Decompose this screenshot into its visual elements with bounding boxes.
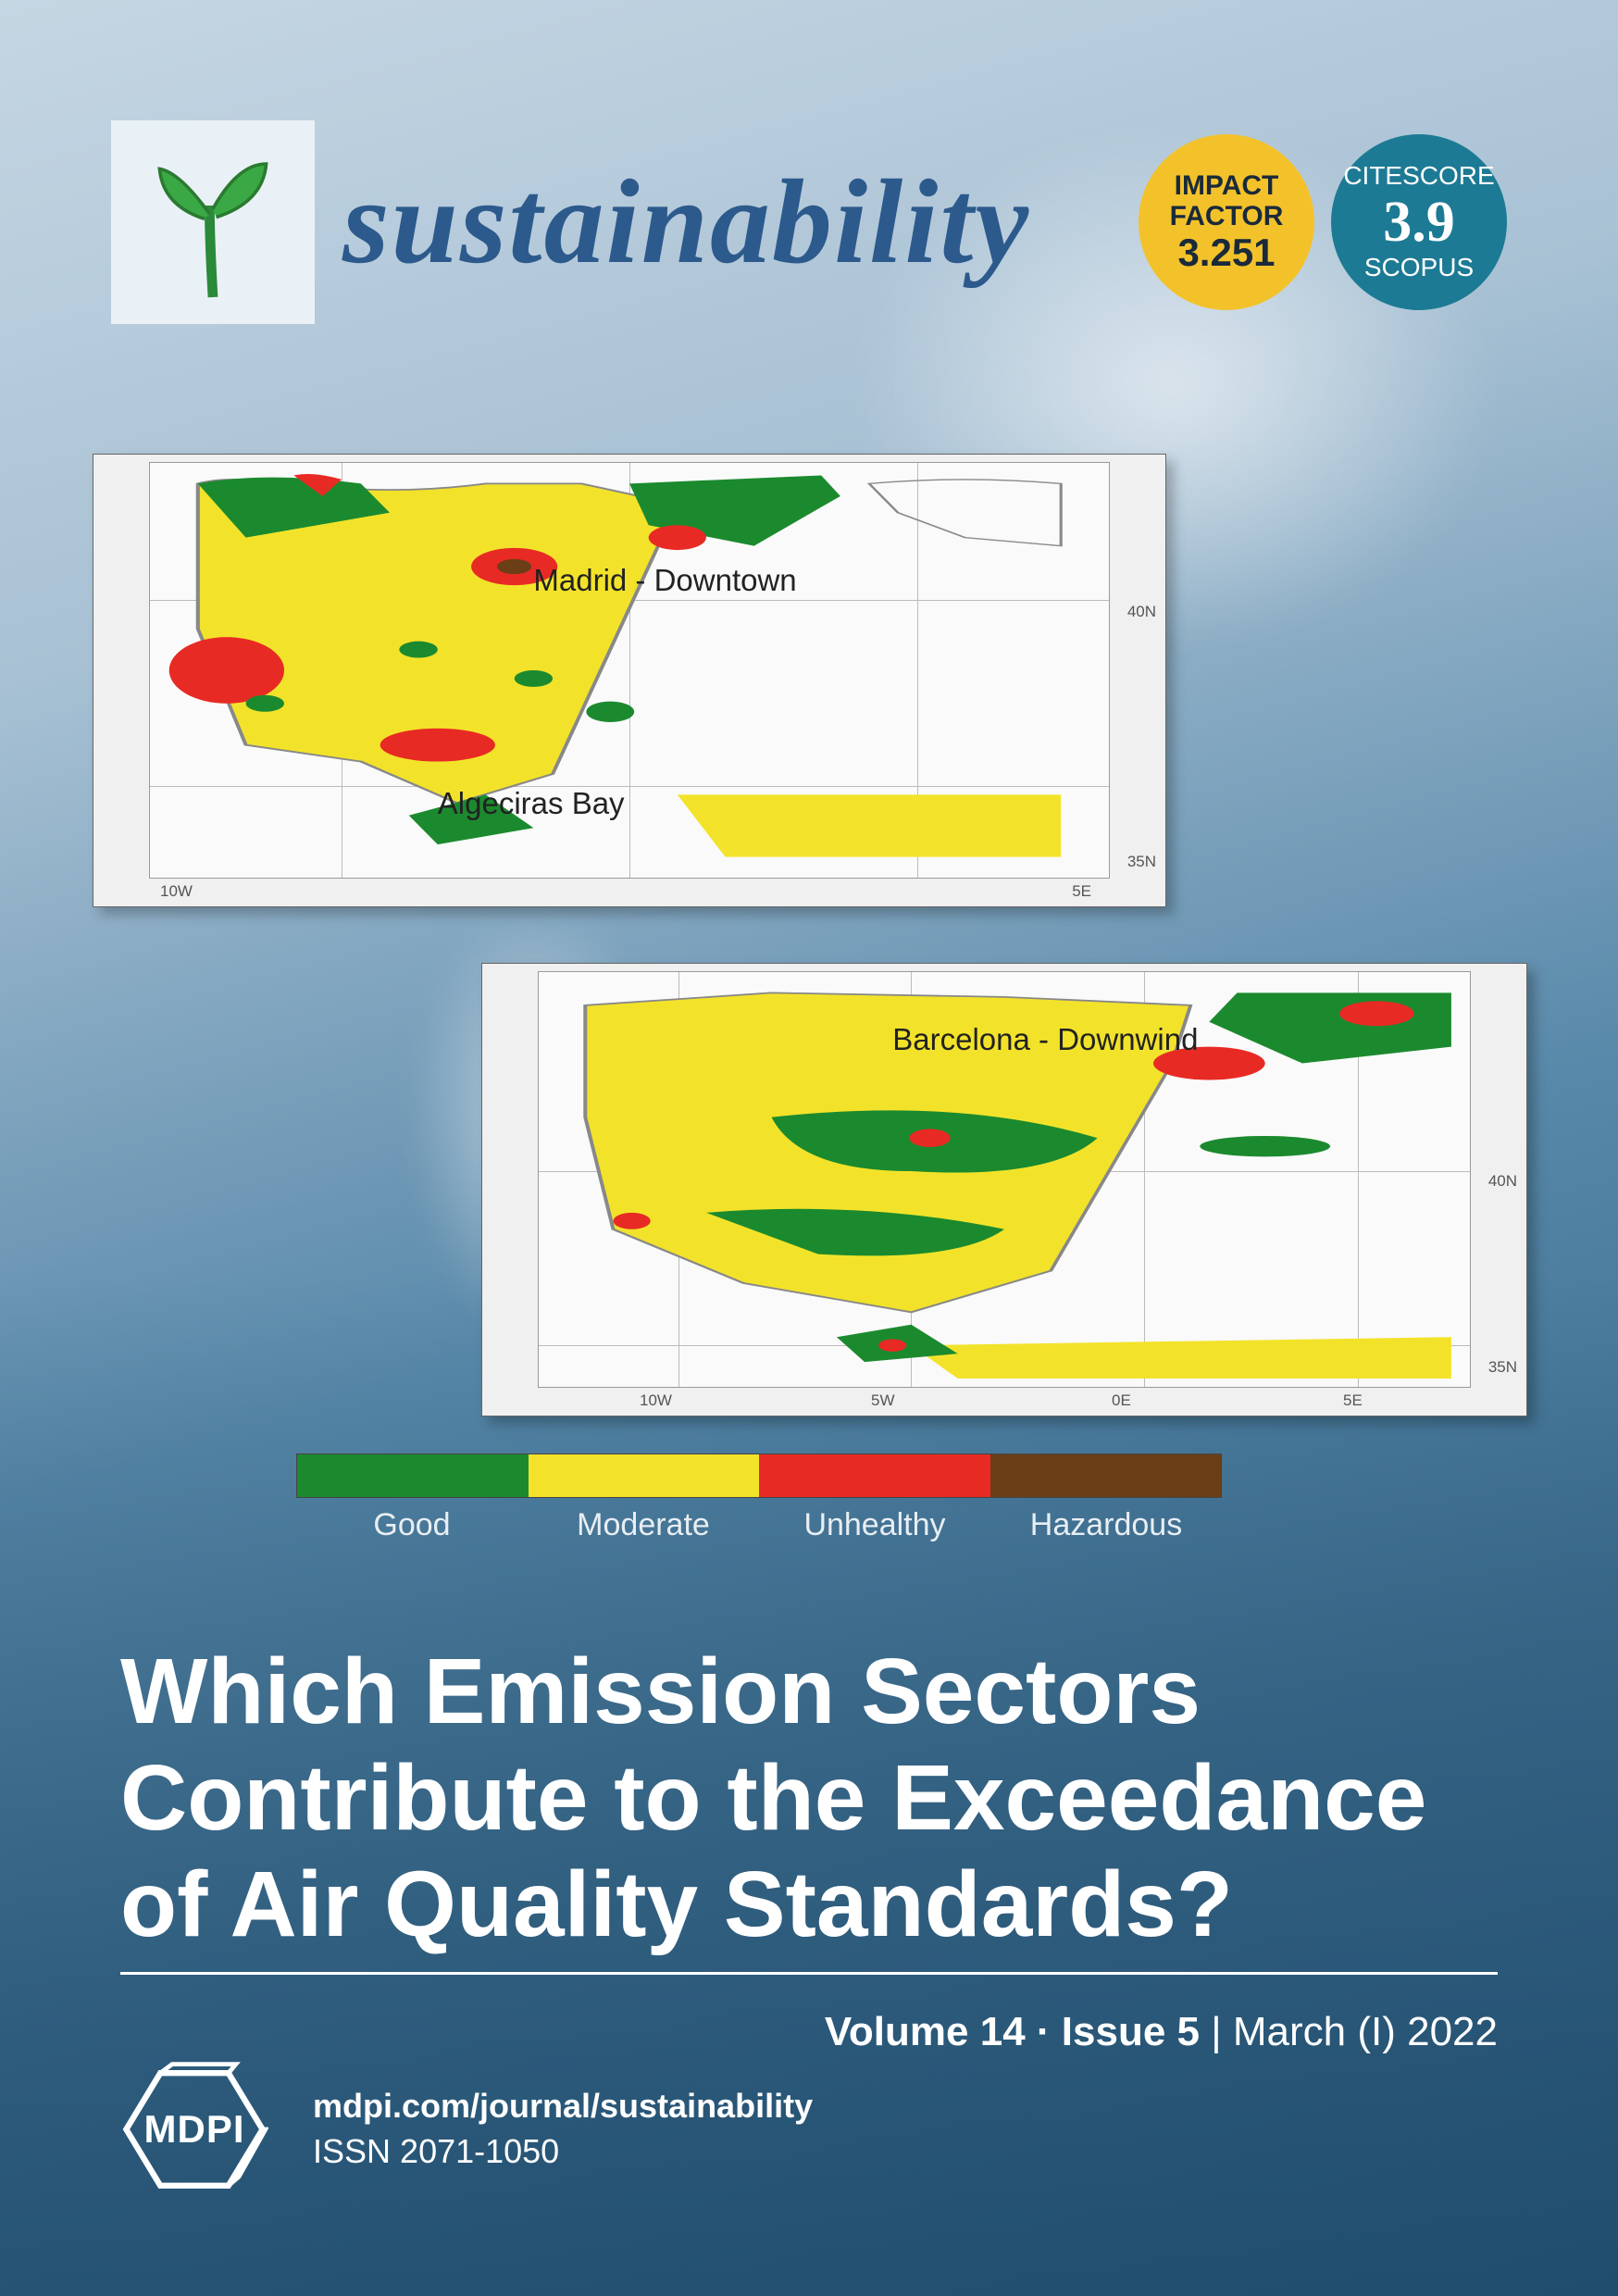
legend-label-good: Good (296, 1507, 528, 1543)
journal-logo-block: sustainability (111, 120, 1030, 324)
journal-url: mdpi.com/journal/sustainability (313, 2084, 813, 2129)
issue-sep: · (1026, 2009, 1062, 2054)
legend-label-hazardous: Hazardous (990, 1507, 1222, 1543)
map1-axis-35n: 35N (1127, 853, 1156, 871)
map2-axis-40n: 40N (1488, 1172, 1517, 1191)
impact-factor-line1: IMPACT (1175, 170, 1279, 201)
map2-axis-5e: 5E (1343, 1391, 1363, 1410)
issue-number: Issue 5 (1062, 2009, 1200, 2054)
issue-date: March (I) 2022 (1233, 2009, 1498, 2054)
map-2-iberia-barcelona: Barcelona - Downwind 10W 5W 0E 5E 35N 40… (481, 963, 1527, 1416)
mdpi-logo-icon: MDPI (120, 2055, 268, 2203)
legend-label-moderate: Moderate (528, 1507, 759, 1543)
map-1-shape (150, 463, 1109, 878)
citescore-value: 3.9 (1383, 191, 1455, 254)
citescore-line3: SCOPUS (1364, 254, 1474, 282)
journal-header: sustainability IMPACT FACTOR 3.251 CITES… (111, 120, 1507, 324)
leaf-logo-icon (111, 120, 315, 324)
publisher-footer: MDPI mdpi.com/journal/sustainability ISS… (120, 2055, 813, 2203)
map1-axis-10w: 10W (160, 882, 193, 901)
mdpi-logo-text: MDPI (120, 2055, 268, 2203)
citescore-badge: CITESCORE 3.9 SCOPUS (1331, 134, 1507, 310)
impact-factor-badge: IMPACT FACTOR 3.251 (1139, 134, 1314, 310)
legend-label-unhealthy: Unhealthy (759, 1507, 990, 1543)
legend-bar (296, 1454, 1222, 1498)
map2-axis-0e: 0E (1112, 1391, 1131, 1410)
map-1-iberia-madrd: Madrid - Downtown Algeciras Bay 10W 40N … (93, 454, 1166, 907)
article-title: Which Emission Sectors Contribute to the… (120, 1639, 1498, 1958)
legend-seg-unhealthy (759, 1454, 990, 1497)
impact-factor-value: 3.251 (1177, 231, 1275, 274)
footer-text: mdpi.com/journal/sustainability ISSN 207… (313, 2084, 813, 2174)
metric-badges: IMPACT FACTOR 3.251 CITESCORE 3.9 SCOPUS (1139, 134, 1507, 310)
map2-axis-35n: 35N (1488, 1358, 1517, 1377)
map1-label-madrid: Madrid - Downtown (533, 563, 796, 598)
map2-axis-5w: 5W (871, 1391, 895, 1410)
map2-label-barcelona: Barcelona - Downwind (892, 1022, 1198, 1057)
issue-volume: Volume 14 (825, 2009, 1026, 2054)
issue-line: Volume 14 · Issue 5 | March (I) 2022 (825, 2009, 1498, 2055)
map2-axis-10w: 10W (640, 1391, 672, 1410)
journal-name: sustainability (342, 153, 1030, 292)
map1-axis-40n: 40N (1127, 603, 1156, 621)
legend-seg-good (297, 1454, 529, 1497)
citescore-line1: CITESCORE (1343, 162, 1494, 191)
issn-line: ISSN 2071-1050 (313, 2129, 813, 2175)
map1-label-algeciras: Algeciras Bay (438, 786, 625, 821)
legend-labels: Good Moderate Unhealthy Hazardous (296, 1507, 1222, 1543)
color-legend: Good Moderate Unhealthy Hazardous (296, 1454, 1222, 1543)
impact-factor-line2: FACTOR (1170, 201, 1284, 231)
title-divider (120, 1972, 1498, 1975)
legend-seg-moderate (529, 1454, 760, 1497)
map1-axis-5e: 5E (1072, 882, 1091, 901)
issue-bar: | (1200, 2009, 1233, 2054)
legend-seg-hazardous (990, 1454, 1222, 1497)
